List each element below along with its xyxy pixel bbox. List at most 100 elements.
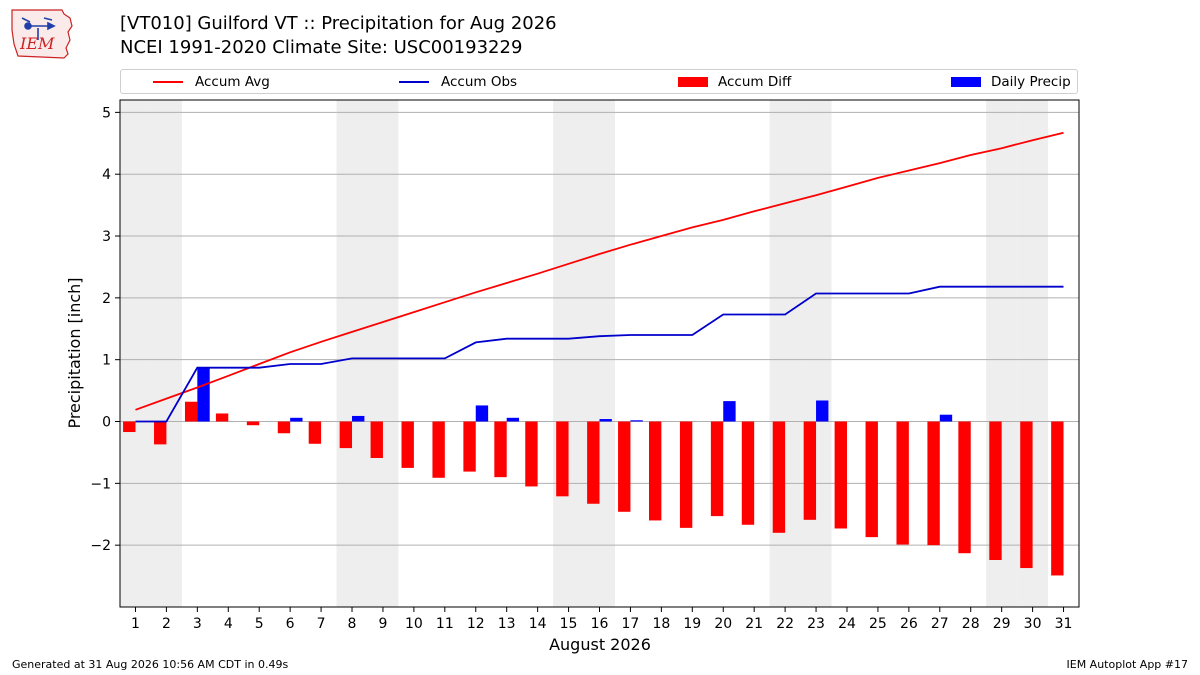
legend-swatch-accum-avg (153, 81, 183, 83)
accum-diff-bar (215, 413, 229, 422)
x-tick-label: 7 (317, 616, 326, 632)
weekend-shade (120, 100, 151, 607)
legend-label-daily-precip: Daily Precip (991, 74, 1071, 90)
accum-diff-bar (648, 421, 662, 521)
accum-diff-bar (154, 421, 167, 445)
accum-diff-bar (463, 421, 476, 472)
accum-diff-bar (401, 421, 414, 468)
weather-station-icon (21, 17, 56, 40)
y-tick-label: −1 (90, 476, 111, 492)
y-tick-label: 2 (102, 291, 111, 307)
iowa-outline-icon (11, 9, 73, 59)
iem-logo: IEM (11, 9, 73, 59)
y-axis-label: Precipitation [inch] (65, 277, 84, 428)
x-tick-label: 27 (931, 616, 949, 632)
accum-obs-line (135, 285, 1064, 423)
daily-precip-bar (475, 405, 489, 422)
x-tick-label: 2 (162, 616, 171, 632)
daily-precip-bar (290, 417, 303, 422)
daily-precip-bar (352, 415, 365, 422)
accum-diff-bar (308, 421, 322, 444)
accum-diff-bar (772, 421, 786, 533)
weekend-shade (150, 100, 182, 607)
legend-label-accum-avg: Accum Avg (195, 74, 270, 90)
weekend-shade (336, 100, 368, 607)
accum-diff-bar (618, 421, 631, 512)
accum-diff-bar (1051, 421, 1064, 576)
generated-timestamp: Generated at 31 Aug 2026 10:56 AM CDT in… (12, 658, 289, 671)
y-tick-label: −2 (90, 538, 111, 554)
x-tick-label: 19 (683, 616, 701, 632)
chart-legend: Accum Avg Accum Obs Accum Diff Daily Pre… (120, 69, 1078, 94)
accum-diff-bar (432, 421, 445, 478)
accum-diff-bar (989, 421, 1002, 561)
accum-diff-bar (741, 421, 755, 525)
daily-precip-bar (599, 419, 612, 422)
y-tick-label: 0 (102, 415, 111, 431)
x-tick-label: 9 (378, 616, 387, 632)
plot-frame (119, 99, 1080, 608)
legend-swatch-daily-precip (951, 77, 981, 87)
x-tick-label: 26 (900, 616, 918, 632)
accum-diff-bar (370, 421, 383, 458)
accum-diff-bar (556, 421, 569, 497)
daily-precip-bar (630, 420, 643, 422)
x-tick-label: 13 (498, 616, 516, 632)
accum-diff-bar (679, 421, 693, 528)
weekend-shade (986, 100, 1018, 607)
weekend-shade (367, 100, 399, 607)
legend-label-accum-diff: Accum Diff (718, 74, 792, 90)
x-tick-label: 20 (714, 616, 732, 632)
x-tick-label: 21 (745, 616, 763, 632)
daily-precip-bar (197, 367, 210, 422)
weekend-shade (584, 100, 615, 607)
y-tick-label: 5 (102, 105, 111, 121)
x-tick-label: 10 (405, 616, 423, 632)
accum-diff-bar (494, 421, 507, 478)
x-tick-label: 8 (348, 616, 357, 632)
daily-precip-bar (723, 401, 736, 422)
chart-subtitle: NCEI 1991-2020 Climate Site: USC00193229 (120, 37, 523, 58)
x-tick-label: 31 (1055, 616, 1073, 632)
chart-title: [VT010] Guilford VT :: Precipitation for… (120, 13, 557, 34)
accum-diff-bar (1020, 421, 1033, 569)
weekend-shade (769, 100, 801, 607)
accum-diff-bar (587, 421, 600, 504)
accum-diff-bar (958, 421, 971, 554)
weekend-shade (553, 100, 585, 607)
x-tick-label: 14 (529, 616, 547, 632)
y-tick-label: 4 (102, 167, 111, 183)
app-credit: IEM Autoplot App #17 (1066, 658, 1189, 671)
x-tick-label: 17 (622, 616, 640, 632)
legend-swatch-accum-obs (399, 81, 429, 83)
legend-swatch-accum-diff (678, 77, 708, 87)
accum-diff-bar (896, 421, 909, 545)
x-tick-label: 15 (560, 616, 578, 632)
accum-avg-line (135, 131, 1064, 411)
accum-diff-bar (803, 421, 817, 520)
x-tick-label: 28 (962, 616, 980, 632)
x-tick-label: 12 (467, 616, 485, 632)
accum-diff-bar (834, 421, 847, 529)
x-tick-label: 16 (591, 616, 609, 632)
legend-accum-diff: Accum Diff (678, 73, 791, 91)
x-axis-label: August 2026 (549, 635, 651, 654)
x-tick-label: 3 (193, 616, 202, 632)
accum-diff-bar (710, 421, 724, 517)
x-tick-label: 30 (1024, 616, 1042, 632)
x-tick-label: 24 (838, 616, 856, 632)
x-tick-label: 23 (807, 616, 825, 632)
accum-diff-bar (865, 421, 878, 538)
y-tick-label: 1 (102, 353, 111, 369)
x-tick-label: 18 (652, 616, 670, 632)
legend-accum-obs: Accum Obs (399, 73, 517, 91)
x-tick-label: 1 (131, 616, 140, 632)
x-tick-label: 29 (993, 616, 1011, 632)
y-tick-label: 3 (102, 229, 111, 245)
daily-precip-bar (506, 417, 520, 422)
weekend-shade (800, 100, 832, 607)
legend-accum-avg: Accum Avg (153, 73, 270, 91)
accum-diff-bar (246, 421, 260, 426)
daily-precip-bar (816, 400, 829, 422)
